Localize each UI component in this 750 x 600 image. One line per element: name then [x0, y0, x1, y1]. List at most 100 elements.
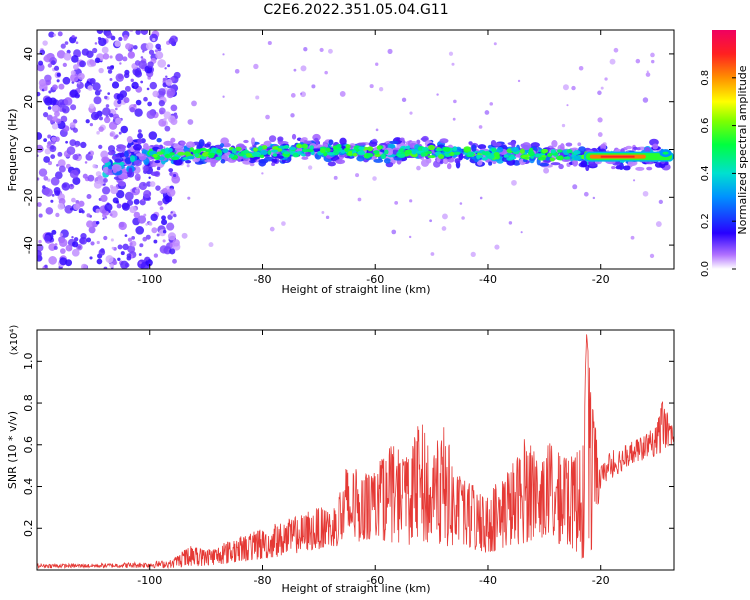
- heat-cell: [109, 55, 113, 59]
- heat-cell: [488, 161, 493, 166]
- heat-cell: [43, 175, 49, 181]
- heat-cell: [148, 131, 158, 140]
- y-tick-label: 0.6: [22, 436, 35, 454]
- heat-cell: [43, 87, 48, 91]
- heat-cell: [42, 112, 49, 118]
- heat-cell: [444, 152, 451, 157]
- heat-cell: [155, 43, 161, 50]
- heat-cell: [77, 53, 81, 58]
- spectrogram-y-ticks: -40 -20 0 20 40: [22, 47, 674, 254]
- heat-cell: [88, 150, 95, 156]
- heat-cell: [112, 168, 117, 174]
- heat-cell: [127, 245, 136, 254]
- heat-cell: [162, 187, 168, 194]
- heat-cell: [489, 102, 494, 106]
- heat-cell: [369, 84, 374, 89]
- heat-cell: [72, 64, 79, 70]
- heat-cell: [243, 139, 249, 144]
- heat-cell: [451, 62, 455, 66]
- heat-cell: [538, 156, 546, 161]
- heat-cell: [438, 154, 445, 159]
- heat-cell: [222, 53, 225, 56]
- heat-cell: [98, 37, 107, 47]
- heat-cell: [453, 151, 461, 156]
- heat-cell: [186, 164, 190, 168]
- heat-cell: [114, 40, 121, 47]
- heat-cell: [650, 52, 655, 58]
- heat-cell: [131, 235, 136, 240]
- heat-cell: [133, 211, 141, 219]
- heat-cell: [573, 155, 581, 161]
- spectrogram-y-axis-label: Frequency (Hz): [6, 109, 19, 192]
- heat-cell: [632, 179, 636, 182]
- heat-cell: [520, 231, 523, 234]
- heat-cell: [340, 149, 346, 154]
- heat-cell: [38, 168, 48, 177]
- heat-cell: [111, 246, 115, 250]
- heat-cell: [129, 155, 135, 163]
- heat-cell: [47, 106, 52, 110]
- heat-cell: [101, 46, 109, 54]
- heat-cell: [109, 78, 113, 81]
- heat-cell: [277, 155, 284, 159]
- heat-cell: [143, 142, 149, 150]
- heat-cell: [105, 255, 114, 264]
- heat-cell: [430, 252, 435, 256]
- heat-cell: [56, 72, 61, 77]
- heat-cell: [87, 85, 94, 91]
- heat-cell: [171, 174, 181, 184]
- heat-cell: [73, 237, 79, 242]
- y-tick-label: 1.0: [22, 353, 35, 371]
- heat-cell: [107, 164, 113, 170]
- heat-cell: [561, 123, 566, 128]
- heat-cell: [71, 55, 79, 63]
- heat-cell: [120, 251, 125, 256]
- heat-cell: [44, 74, 52, 83]
- heat-cell: [300, 92, 303, 95]
- heat-cell: [126, 253, 132, 258]
- heat-cell: [38, 60, 44, 66]
- heat-cell: [47, 134, 52, 139]
- heat-cell: [356, 155, 365, 162]
- heat-cell: [162, 229, 167, 234]
- heat-cell: [300, 65, 307, 72]
- heat-cell: [60, 248, 66, 254]
- heat-cell: [541, 148, 549, 154]
- heat-cell: [565, 142, 573, 147]
- heat-cell: [459, 202, 463, 205]
- heat-cell: [339, 137, 347, 146]
- heat-cell: [185, 141, 196, 149]
- heat-cell: [551, 139, 558, 148]
- heat-cell: [393, 157, 403, 161]
- heat-cell: [163, 117, 167, 122]
- heat-cell: [183, 151, 191, 157]
- x-tick-label: -20: [592, 574, 610, 587]
- heat-cell: [550, 162, 561, 166]
- heat-cell: [172, 173, 177, 178]
- heat-cell: [210, 147, 217, 152]
- heat-cell: [104, 216, 108, 219]
- heat-cell: [436, 93, 439, 96]
- heat-cell: [311, 84, 316, 89]
- heat-cell: [264, 156, 274, 162]
- heat-cell: [148, 176, 151, 179]
- heat-cell: [592, 196, 596, 200]
- heat-cell: [167, 64, 171, 68]
- heat-cell: [89, 77, 96, 85]
- heat-cell: [290, 93, 296, 98]
- heat-cell: [185, 160, 192, 164]
- heat-cell: [357, 197, 362, 202]
- heat-cell: [37, 91, 41, 97]
- heat-cell: [140, 30, 148, 35]
- heat-cell: [149, 81, 158, 90]
- heat-cell: [151, 227, 158, 234]
- heat-cell: [168, 37, 176, 45]
- heat-cell: [135, 226, 145, 235]
- heat-cell: [49, 119, 54, 123]
- heat-cell: [630, 235, 635, 240]
- heat-cell: [172, 239, 180, 247]
- heat-cell: [272, 153, 278, 157]
- heat-cell: [110, 210, 118, 218]
- heat-cell: [133, 45, 138, 50]
- heat-cell: [78, 210, 82, 214]
